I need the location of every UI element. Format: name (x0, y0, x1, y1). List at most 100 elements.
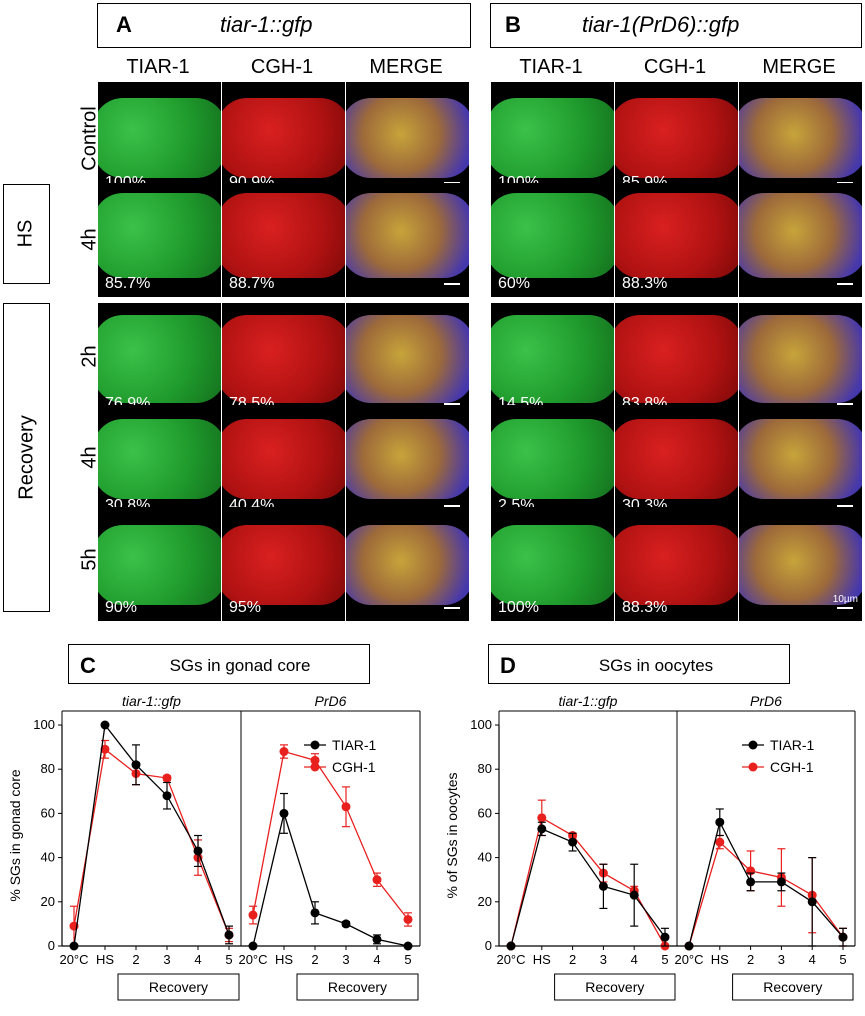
x-tick-label: 4 (194, 952, 201, 967)
data-point (372, 934, 382, 944)
x-tick-label: 20°C (674, 952, 703, 967)
gonad-tissue (615, 98, 738, 178)
y-tick-label: 40 (41, 850, 55, 865)
x-tick-label: 4 (373, 952, 380, 967)
x-tick-label: 4 (809, 952, 816, 967)
recovery-axis-box (296, 973, 419, 1001)
recovery-group-label: Recovery (15, 415, 38, 500)
data-point (100, 720, 110, 730)
a-micrograph-r3-tiar1: 30.8% (98, 405, 221, 519)
gonad-tissue (346, 419, 469, 499)
data-point (341, 919, 351, 929)
gonad-tissue (98, 419, 221, 499)
x-tick-label: 3 (600, 952, 607, 967)
a-micrograph-r4-tiar1: 90% (98, 507, 221, 621)
a-micrograph-r0-tiar1: 100% (98, 82, 221, 196)
panel-b-title: tiar-1(PrD6)::gfp (582, 12, 740, 37)
data-point (537, 824, 547, 834)
data-point (568, 837, 578, 847)
legend-marker (748, 762, 758, 772)
legend-marker (310, 740, 320, 750)
data-point (598, 881, 608, 891)
y-tick-label: 60 (41, 805, 55, 820)
y-axis-label: % SGs in gonad core (7, 769, 23, 902)
x-tick-label: 5 (661, 952, 668, 967)
panel-a-letter: A (116, 12, 132, 37)
data-point (372, 875, 382, 885)
gonad-tissue (739, 419, 862, 499)
series-line-tiar-1 (252, 810, 409, 947)
percent-label: 88.3% (622, 599, 668, 616)
data-point (403, 941, 413, 951)
data-point (684, 941, 694, 951)
series-line-cgh-1 (510, 816, 666, 947)
x-axis-label: Recovery (585, 979, 644, 995)
scale-bar (837, 505, 853, 507)
panel-c-title: SGs in gonad core (169, 656, 311, 675)
panel-b-header (490, 3, 862, 48)
percent-label: 88.7% (229, 275, 275, 292)
gonad-tissue (491, 193, 614, 278)
a-micrograph-r3-cgh1: 40.4% (222, 405, 345, 519)
x-tick-label: 2 (132, 952, 139, 967)
gonad-tissue (491, 419, 614, 499)
b-micrograph-r4-tiar1: 100% (491, 507, 614, 621)
scale-bar (444, 505, 460, 507)
data-point (279, 808, 289, 818)
panel-c-letter: C (80, 653, 96, 678)
data-point (715, 817, 725, 827)
y-tick-label: 60 (478, 805, 492, 820)
data-point (131, 760, 141, 770)
x-tick-label: 4 (631, 952, 638, 967)
gonad-tissue (98, 315, 221, 403)
data-point (746, 877, 756, 887)
y-tick-label: 0 (48, 938, 55, 953)
gonad-tissue (615, 419, 738, 499)
gonad-tissue (491, 315, 614, 403)
x-tick-label: 2 (311, 952, 318, 967)
panel-b-letter: B (505, 12, 521, 37)
x-tick-label: 20°C (59, 952, 88, 967)
data-point (162, 791, 172, 801)
data-point (248, 941, 258, 951)
gonad-tissue (739, 193, 862, 278)
series-line-cgh-1 (688, 840, 844, 947)
legend-marker (748, 740, 758, 750)
a-micrograph-r4-merge (346, 507, 469, 621)
subplot-title: PrD6 (315, 693, 347, 709)
gonad-tissue (491, 525, 614, 605)
data-point (248, 910, 258, 920)
x-tick-label: 20°C (238, 952, 267, 967)
x-tick-label: 3 (163, 952, 170, 967)
a-micrograph-r1-merge (346, 183, 469, 297)
b-micrograph-r3-tiar1: 2.5% (491, 405, 614, 519)
data-point (629, 890, 639, 900)
gonad-tissue (98, 525, 221, 605)
x-tick-label: 3 (778, 952, 785, 967)
gonad-tissue (739, 525, 862, 605)
panel-d-title: SGs in oocytes (598, 656, 714, 675)
scale-bar (837, 283, 853, 285)
percent-label: 88.3% (622, 275, 668, 292)
col-label-cgh1-b: CGH-1 (643, 56, 707, 78)
gonad-tissue (222, 315, 345, 403)
data-point (506, 941, 516, 951)
data-point (69, 941, 79, 951)
x-tick-label: HS (533, 952, 551, 967)
x-tick-label: 20°C (496, 952, 525, 967)
y-tick-label: 80 (478, 761, 492, 776)
b-micrograph-r3-merge (739, 405, 862, 519)
b-micrograph-r3-cgh1: 30.3% (615, 405, 738, 519)
gonad-tissue (491, 98, 614, 178)
legend-label: TIAR-1 (770, 737, 815, 753)
series-line-tiar-1 (688, 820, 844, 947)
col-label-merge-b: MERGE (762, 56, 836, 78)
scale-bar (444, 607, 460, 609)
data-point (224, 930, 234, 940)
y-tick-label: 100 (33, 717, 55, 732)
y-tick-label: 20 (478, 894, 492, 909)
gonad-tissue (615, 525, 738, 605)
gonad-tissue (222, 193, 345, 278)
a-micrograph-r2-merge (346, 303, 469, 417)
gonad-tissue (98, 98, 221, 178)
